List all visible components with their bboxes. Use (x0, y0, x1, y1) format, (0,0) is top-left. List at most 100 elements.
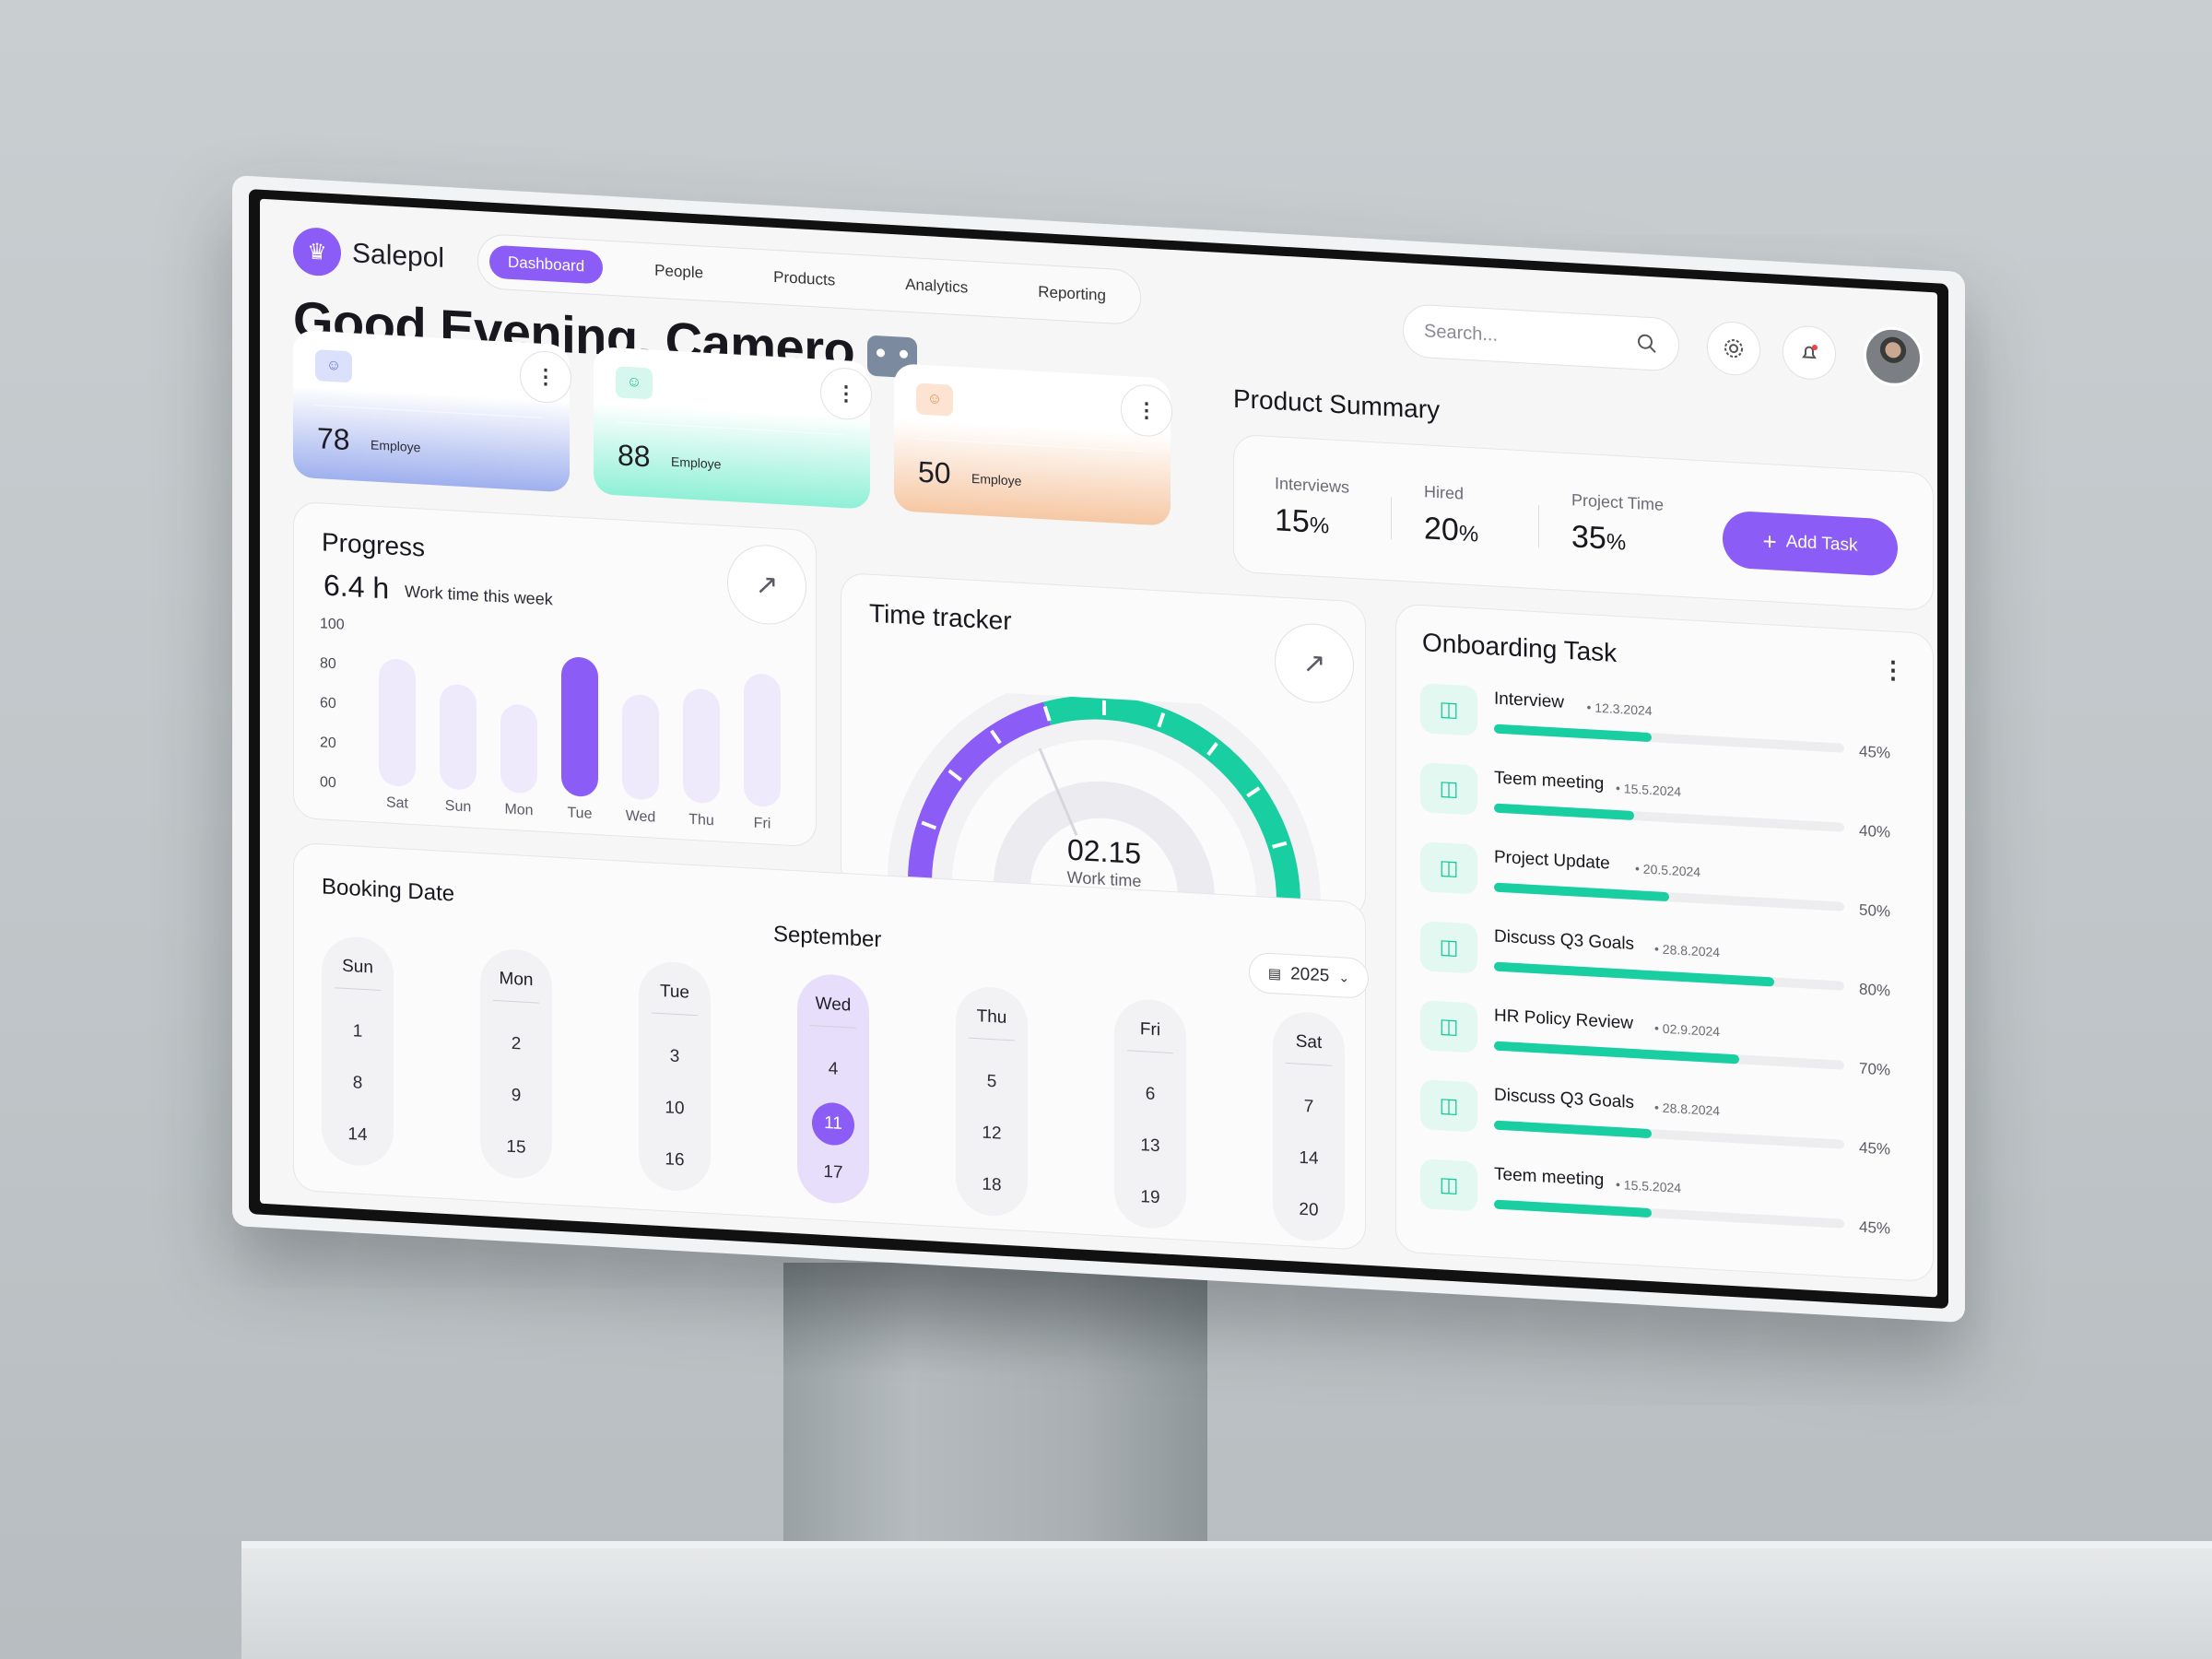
progress-title: Progress (322, 527, 426, 562)
day-column-sat[interactable]: Sat 7 14 20 (1273, 1010, 1345, 1245)
avatar[interactable] (1864, 324, 1923, 388)
monitor-icon: ◫ (1420, 1159, 1477, 1212)
task-progress-track (1494, 961, 1844, 991)
stat-label: Employe (371, 437, 421, 455)
day-column-fri[interactable]: Fri 6 13 19 (1114, 997, 1186, 1233)
booking-card: Booking Date September ▤ 2025 ⌄ Sun 1 8 14 M… (293, 841, 1369, 1251)
day-column-sun[interactable]: Sun 1 8 14 (322, 935, 394, 1170)
date-cell[interactable]: 9 (480, 1076, 552, 1131)
app-logo[interactable]: ♛ Salepol (293, 226, 444, 283)
date-cell[interactable]: 12 (956, 1113, 1028, 1169)
summary-divider (1391, 497, 1392, 540)
bar-wed[interactable] (622, 694, 659, 801)
date-number: 16 (665, 1149, 685, 1171)
task-row[interactable]: ◫ Project Update • 20.5.2024 50% (1420, 841, 1900, 933)
expand-time-tracker-button[interactable]: ↗ (1275, 621, 1354, 706)
monitor-icon: ◫ (1420, 921, 1477, 974)
date-cell[interactable]: 20 (1273, 1190, 1345, 1245)
summary-number: 35 (1571, 519, 1606, 557)
bar-fri[interactable] (744, 672, 781, 808)
day-column-wed[interactable]: Wed 4 11 17 (797, 972, 869, 1207)
date-cell[interactable]: 7 (1273, 1087, 1345, 1142)
task-title: Discuss Q3 Goals (1494, 926, 1635, 955)
tab-reporting[interactable]: Reporting (1038, 282, 1106, 304)
task-progress-track (1494, 724, 1844, 753)
bar-sun[interactable] (440, 684, 477, 791)
day-column-thu[interactable]: Thu 5 12 18 (956, 984, 1028, 1220)
date-cell[interactable]: 15 (480, 1127, 552, 1182)
day-name: Sat (1295, 1031, 1323, 1053)
y-tick-label: 100 (320, 616, 345, 633)
day-name: Tue (659, 981, 690, 1003)
bell-icon (1802, 344, 1818, 359)
year-value: 2025 (1290, 964, 1330, 986)
bar-thu[interactable] (683, 688, 720, 805)
date-cell[interactable]: 6 (1114, 1075, 1186, 1130)
day-column-tue[interactable]: Tue 3 10 16 (639, 959, 711, 1195)
date-cell[interactable]: 14 (322, 1114, 394, 1170)
date-number: 19 (1140, 1187, 1160, 1208)
task-date: • 12.3.2024 (1586, 700, 1653, 719)
task-date: • 20.5.2024 (1635, 861, 1701, 880)
settings-button[interactable] (1707, 320, 1760, 377)
summary-divider (1538, 505, 1539, 548)
user-icon: ☺ (616, 366, 653, 400)
pedestal (241, 1548, 2212, 1659)
date-cell[interactable]: 17 (797, 1152, 869, 1207)
more-menu-icon[interactable]: ⋮ (1881, 655, 1905, 685)
date-number: 11 (812, 1101, 854, 1147)
task-row[interactable]: ◫ Interview • 12.3.2024 45% (1420, 683, 1900, 774)
day-column-mon[interactable]: Mon 2 9 15 (480, 947, 552, 1182)
stat-value: 78 (317, 421, 350, 457)
tab-people[interactable]: People (654, 261, 704, 282)
date-cell[interactable]: 18 (956, 1165, 1028, 1220)
date-number: 13 (1140, 1135, 1160, 1157)
year-select[interactable]: ▤ 2025 ⌄ (1249, 951, 1369, 999)
task-progress-fill (1494, 1199, 1652, 1218)
task-row[interactable]: ◫ Discuss Q3 Goals • 28.8.2024 80% (1420, 921, 1900, 1012)
task-title: HR Policy Review (1494, 1006, 1633, 1033)
summary-value: 35% (1571, 519, 1664, 560)
add-task-button[interactable]: + Add Task (1723, 510, 1898, 578)
notifications-button[interactable] (1783, 324, 1836, 382)
date-cell[interactable]: 5 (956, 1062, 1028, 1117)
task-percent: 45% (1859, 1138, 1891, 1159)
task-row[interactable]: ◫ Teem meeting • 15.5.2024 40% (1420, 762, 1900, 853)
date-cell[interactable]: 3 (639, 1037, 711, 1092)
bar-mon[interactable] (500, 702, 537, 794)
date-cell[interactable]: 13 (1114, 1126, 1186, 1182)
day-name: Fri (1139, 1019, 1161, 1041)
expand-progress-button[interactable]: ↗ (727, 543, 806, 627)
gauge-tick (1246, 786, 1261, 798)
date-cell[interactable]: 1 (322, 1011, 394, 1066)
task-row[interactable]: ◫ Discuss Q3 Goals • 28.8.2024 45% (1420, 1079, 1900, 1171)
stat-divider (315, 405, 542, 418)
task-percent: 80% (1859, 980, 1891, 1000)
y-tick-label: 00 (320, 774, 336, 792)
date-cell[interactable]: 8 (322, 1063, 394, 1118)
tab-products[interactable]: Products (773, 267, 836, 289)
search-placeholder: Search... (1424, 320, 1499, 346)
date-cell[interactable]: 11 (797, 1100, 869, 1156)
date-cell[interactable]: 2 (480, 1024, 552, 1079)
tab-analytics[interactable]: Analytics (905, 275, 969, 297)
date-cell[interactable]: 14 (1273, 1138, 1345, 1194)
summary-interviews: Interviews 15% (1275, 474, 1349, 543)
tab-dashboard[interactable]: Dashboard (489, 244, 604, 285)
task-row[interactable]: ◫ HR Policy Review • 02.9.2024 70% (1420, 1000, 1900, 1091)
task-date: • 15.5.2024 (1616, 780, 1682, 799)
day-name: Mon (499, 969, 534, 991)
date-cell[interactable]: 19 (1114, 1178, 1186, 1233)
date-cell[interactable]: 4 (797, 1049, 869, 1104)
search-input[interactable]: Search... (1403, 303, 1679, 372)
date-cell[interactable]: 10 (639, 1088, 711, 1144)
task-row[interactable]: ◫ Teem meeting • 15.5.2024 45% (1420, 1159, 1900, 1250)
bar-tue[interactable] (561, 655, 598, 798)
y-tick-label: 60 (320, 695, 336, 712)
gauge-tick (990, 729, 1002, 745)
stat-card-2-body: ☺ 88 Employe (594, 346, 870, 510)
dashboard-screen: ♛ Salepol Dashboard People Products Anal… (260, 198, 1937, 1298)
bar-sat[interactable] (379, 658, 416, 788)
date-cell[interactable]: 16 (639, 1140, 711, 1195)
gauge-tick (947, 769, 962, 782)
